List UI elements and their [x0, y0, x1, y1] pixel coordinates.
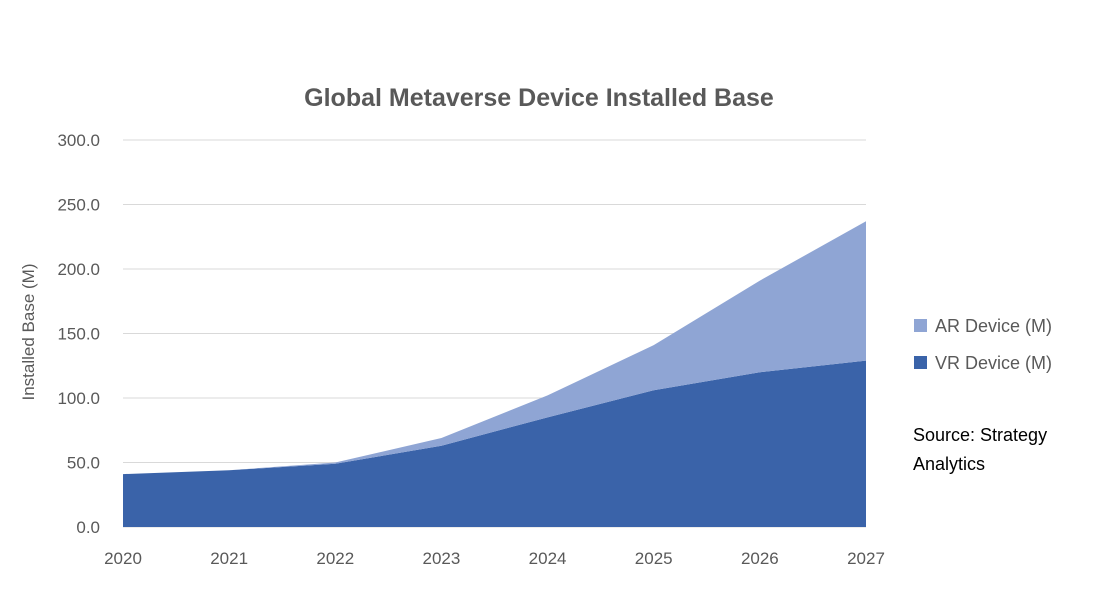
x-tick-label: 2025 [635, 549, 673, 568]
y-tick-label: 0.0 [76, 518, 100, 537]
x-tick-label: 2023 [423, 549, 461, 568]
y-axis-ticks: 0.0 50.0 100.0 150.0 200.0 250.0 300.0 [57, 131, 100, 537]
source-annotation: Source: Strategy Analytics [913, 425, 1047, 474]
x-tick-label: 2021 [210, 549, 248, 568]
y-axis-label: Installed Base (M) [19, 264, 38, 401]
y-tick-label: 300.0 [57, 131, 100, 150]
area-series [123, 221, 866, 527]
legend-label: AR Device (M) [935, 316, 1052, 336]
y-tick-label: 200.0 [57, 260, 100, 279]
x-tick-label: 2022 [316, 549, 354, 568]
legend-swatch [914, 356, 927, 369]
legend-swatch [914, 319, 927, 332]
vr-device-area [123, 360, 866, 527]
source-text: Analytics [913, 454, 985, 474]
y-tick-label: 100.0 [57, 389, 100, 408]
chart-title: Global Metaverse Device Installed Base [304, 84, 774, 112]
x-tick-label: 2026 [741, 549, 779, 568]
source-text: Source: Strategy [913, 425, 1047, 445]
x-tick-label: 2024 [529, 549, 567, 568]
x-tick-label: 2020 [104, 549, 142, 568]
gridlines [123, 139, 866, 528]
legend: AR Device (M) VR Device (M) [914, 316, 1052, 373]
y-tick-label: 150.0 [57, 325, 100, 344]
y-tick-label: 50.0 [67, 454, 100, 473]
legend-label: VR Device (M) [935, 353, 1052, 373]
ar-device-area [123, 221, 866, 475]
x-tick-label: 2027 [847, 549, 885, 568]
x-axis-ticks: 2020 2021 2022 2023 2024 2025 2026 2027 [104, 549, 885, 568]
y-tick-label: 250.0 [57, 196, 100, 215]
